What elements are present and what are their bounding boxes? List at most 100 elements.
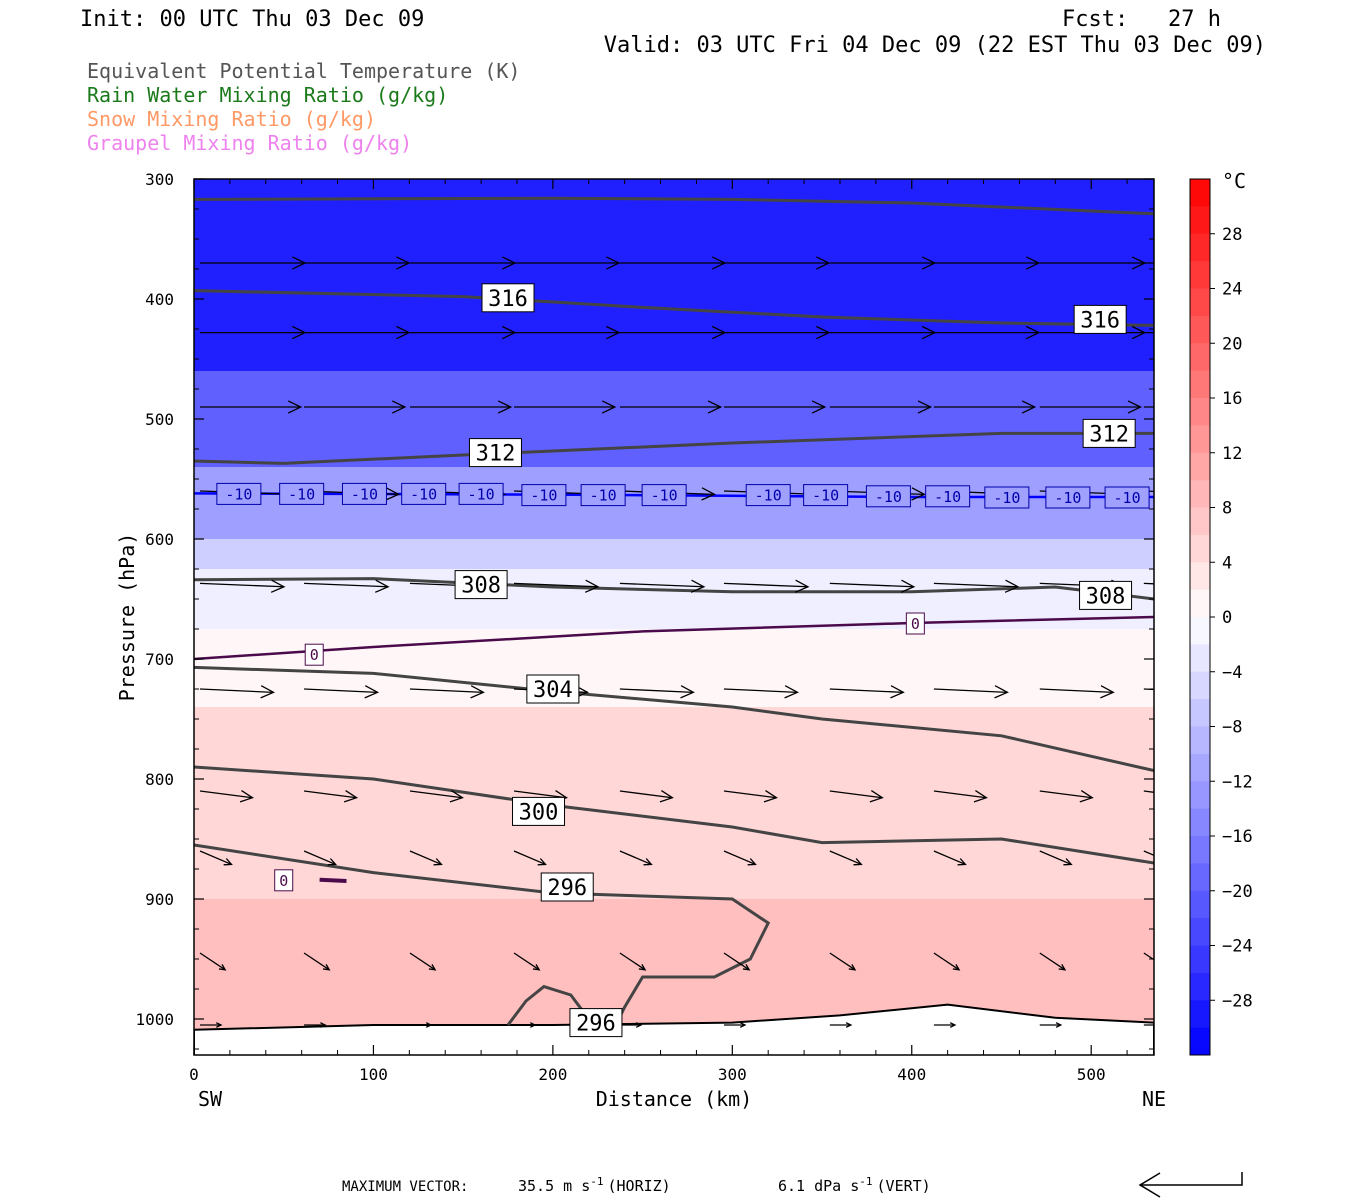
colorbar-segment [1190, 1000, 1210, 1029]
colorbar-segment [1190, 808, 1210, 837]
wind-vector [514, 400, 617, 414]
svg-text:308: 308 [461, 574, 501, 599]
wind-vector [1143, 1024, 1154, 1026]
theta-e-label: 296 [569, 1008, 623, 1038]
temperature-band [194, 539, 1154, 570]
colorbar-tick-label: −12 [1222, 772, 1253, 792]
theta-e-label: 316 [1073, 304, 1127, 334]
theta-e-label: 312 [468, 438, 522, 468]
y-tick-label: 900 [145, 890, 174, 909]
isotherm-label: -10 [216, 482, 262, 505]
svg-text:-10: -10 [410, 485, 437, 503]
wind-vector [933, 400, 1037, 414]
wind-vector [619, 790, 674, 803]
theta-e-label: 308 [454, 570, 508, 600]
contour-labels: 316 316 312 312 308 308 304 300 296 296 0 0 0 -10 -10 -… [216, 283, 1150, 1038]
colorbar-segment [1190, 1027, 1210, 1056]
colorbar-segment [1190, 589, 1210, 618]
wind-vector [723, 579, 810, 593]
isotherm-label: 0 [905, 612, 925, 635]
theta-e-contour-304 [194, 665, 1154, 773]
colorbar-segment [1190, 890, 1210, 919]
svg-text:312: 312 [476, 442, 516, 467]
wind-vector [723, 952, 751, 971]
colorbar-tick-label: −16 [1222, 827, 1253, 847]
x-tick-label: 400 [897, 1065, 926, 1084]
colorbar-segment [1190, 343, 1210, 372]
svg-text:-10: -10 [288, 485, 315, 503]
wind-vector [619, 400, 723, 414]
svg-text:-10: -10 [875, 488, 902, 506]
max-vector-vert: 6.1 dPa s-1 (VERT) [778, 1175, 931, 1195]
colorbar-tick-label: 20 [1222, 334, 1242, 354]
svg-text:308: 308 [1086, 584, 1126, 609]
colorbar-segment [1190, 753, 1210, 782]
isotherm-label: -10 [580, 484, 626, 507]
wind-vector [303, 850, 337, 866]
x-label-left-end: SW [198, 1087, 223, 1111]
svg-text:-10: -10 [351, 485, 378, 503]
colorbar-tick-label: 24 [1222, 280, 1242, 300]
wind-vector [199, 952, 227, 971]
wind-vector [514, 256, 621, 270]
colorbar-segment [1190, 425, 1210, 454]
wind-vector [514, 1022, 537, 1028]
isotherm-label: -10 [925, 485, 971, 508]
wind-vector [199, 790, 254, 803]
max-vector-horiz: 35.5 m s-1 (HORIZ) [518, 1175, 671, 1195]
wind-vector [303, 790, 359, 803]
wind-vector [1143, 850, 1154, 857]
svg-text:-10: -10 [651, 487, 678, 505]
wind-vector [723, 790, 778, 803]
colorbar-segment [1190, 726, 1210, 755]
svg-text:-10: -10 [993, 489, 1020, 507]
isotherm-label: 0 [304, 643, 324, 666]
wind-vector [829, 579, 916, 593]
wind-vector [1143, 582, 1154, 585]
wind-vector [933, 325, 1041, 340]
theta-e-contour-312 [194, 431, 1154, 465]
theta-e-contours [194, 196, 1154, 1026]
colorbar-segment [1190, 233, 1210, 262]
colorbar-segment [1190, 179, 1210, 207]
wind-vector [723, 400, 827, 414]
temperature-band [194, 707, 1154, 900]
svg-text:312: 312 [1089, 422, 1129, 447]
wind-vector [514, 325, 621, 340]
colorbar-tick-label: −20 [1222, 882, 1253, 902]
isotherm-label: -10 [279, 482, 325, 505]
wind-vector [199, 850, 233, 866]
temperature-band [194, 179, 1154, 372]
wind-vector [1143, 952, 1154, 961]
init-time: Init: 00 UTC Thu 03 Dec 09 [80, 7, 424, 32]
y-tick-label: 700 [145, 650, 174, 669]
isotherm-label: -10 [1045, 486, 1091, 509]
theta-e-contour-300 [194, 765, 1154, 865]
wind-vector [619, 685, 695, 699]
svg-text:296: 296 [547, 876, 587, 901]
theta-e-label: 316 [481, 283, 535, 313]
theta-e-label: 304 [526, 674, 580, 704]
isotherm-label: -10 [401, 482, 447, 505]
x-tick-label: 300 [718, 1065, 747, 1084]
y-axis: 300 400 500 600 700 800 900 1000 [135, 170, 1154, 1050]
svg-text:-10: -10 [1114, 489, 1141, 507]
wind-vector [409, 1022, 433, 1028]
colorbar-tick-label: −28 [1222, 991, 1253, 1011]
theta-e-contour-296 [194, 843, 771, 1026]
plot-area: 316 316 312 312 308 308 304 300 296 296 0 0 0 -10 -10 -… [194, 179, 1154, 1055]
wind-vector [829, 952, 857, 971]
wind-vector [199, 685, 275, 699]
colorbar-segment [1190, 972, 1210, 1001]
wind-vector [723, 685, 799, 699]
svg-text:316: 316 [488, 287, 528, 312]
wind-vector [200, 1022, 223, 1028]
legend-snow: Snow Mixing Ratio (g/kg) [87, 107, 376, 131]
wind-vector [829, 850, 863, 866]
wind-vector [409, 952, 437, 971]
svg-text:-10: -10 [1054, 489, 1081, 507]
svg-text:-10: -10 [934, 488, 961, 506]
wind-vector [303, 952, 331, 971]
wind-vector [829, 685, 905, 699]
